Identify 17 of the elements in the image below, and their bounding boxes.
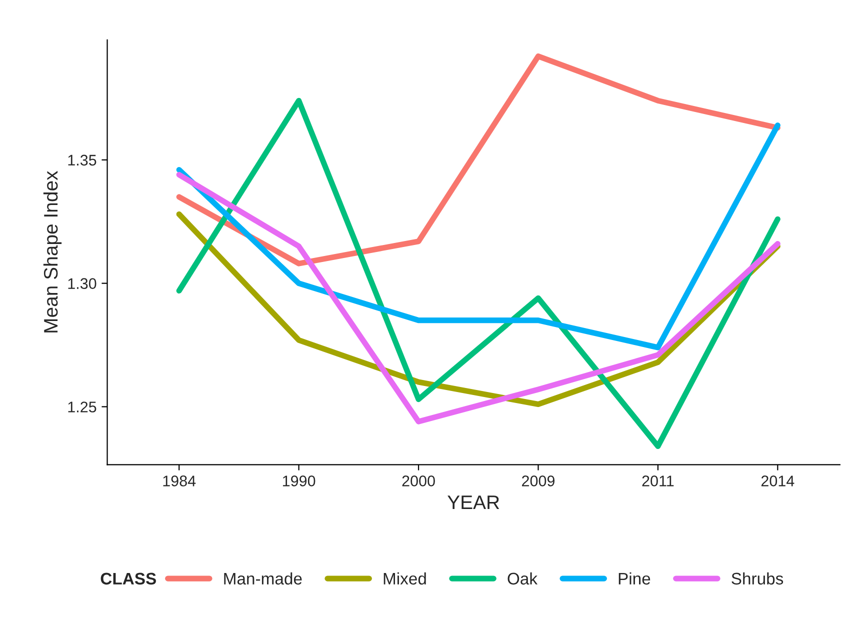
y-tick-label: 1.25: [68, 402, 96, 412]
y-tick-label: 1.30: [68, 278, 96, 289]
legend-label: Oak: [508, 572, 538, 585]
legend-label: Mixed: [384, 572, 426, 585]
x-tick-label: 2011: [642, 476, 674, 486]
legend-label: Pine: [618, 572, 650, 585]
y-axis-title: Mean Shape Index: [43, 170, 62, 332]
x-tick-label: 2014: [761, 476, 794, 486]
legend-label: Shrubs: [732, 572, 784, 585]
x-tick-label: 1990: [282, 476, 316, 486]
legend-label: Man-made: [224, 572, 302, 585]
x-axis-title: YEAR: [448, 496, 500, 510]
x-tick-label: 1984: [163, 476, 196, 486]
x-tick-label: 2000: [402, 476, 435, 486]
y-tick-label: 1.35: [68, 154, 96, 166]
x-tick-label: 2009: [522, 476, 555, 486]
legend-title: CLASS: [100, 572, 156, 585]
